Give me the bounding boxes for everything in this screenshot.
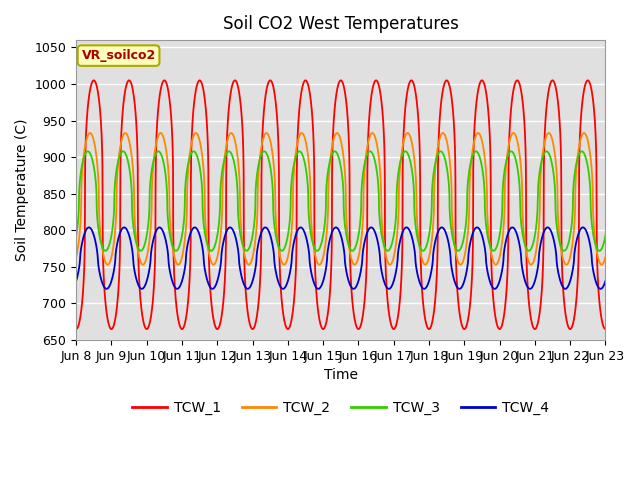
TCW_4 xyxy=(602,278,609,284)
X-axis label: Time: Time xyxy=(324,368,358,383)
TCW_1 xyxy=(534,320,542,325)
TCW_3 xyxy=(132,241,140,247)
TCW_4 xyxy=(72,278,80,284)
TCW_3 xyxy=(560,248,568,254)
Line: TCW_3: TCW_3 xyxy=(76,151,605,251)
TCW_3 xyxy=(534,186,542,192)
TCW_3 xyxy=(72,233,80,239)
TCW_4 xyxy=(276,282,284,288)
TCW_1 xyxy=(275,231,283,237)
TCW_4 xyxy=(226,225,234,230)
TCW_1 xyxy=(584,77,591,83)
TCW_1 xyxy=(72,326,80,332)
TCW_2 xyxy=(602,254,609,260)
TCW_2 xyxy=(164,162,172,168)
TCW_2 xyxy=(591,240,599,245)
Title: Soil CO2 West Temperatures: Soil CO2 West Temperatures xyxy=(223,15,459,33)
TCW_4 xyxy=(209,286,216,292)
Line: TCW_2: TCW_2 xyxy=(76,133,605,264)
TCW_3 xyxy=(298,151,306,157)
TCW_2 xyxy=(534,230,542,236)
Line: TCW_1: TCW_1 xyxy=(76,80,605,329)
Legend: TCW_1, TCW_2, TCW_3, TCW_4: TCW_1, TCW_2, TCW_3, TCW_4 xyxy=(127,395,555,420)
TCW_3 xyxy=(602,233,609,239)
TCW_4 xyxy=(164,250,172,256)
TCW_3 xyxy=(543,148,550,154)
TCW_1 xyxy=(132,124,140,130)
TCW_2 xyxy=(404,130,412,136)
TCW_3 xyxy=(591,241,599,247)
TCW_2 xyxy=(275,248,283,254)
TCW_1 xyxy=(164,86,172,92)
TCW_4 xyxy=(591,277,599,283)
TCW_2 xyxy=(72,254,80,260)
Text: VR_soilco2: VR_soilco2 xyxy=(81,49,156,62)
TCW_3 xyxy=(275,245,283,251)
TCW_2 xyxy=(421,262,429,267)
TCW_4 xyxy=(132,276,140,282)
TCW_2 xyxy=(132,238,140,244)
TCW_1 xyxy=(591,124,599,130)
TCW_1 xyxy=(298,85,306,91)
Y-axis label: Soil Temperature (C): Soil Temperature (C) xyxy=(15,119,29,261)
TCW_4 xyxy=(534,261,542,266)
TCW_4 xyxy=(299,226,307,231)
TCW_2 xyxy=(298,130,306,136)
TCW_3 xyxy=(164,216,172,222)
TCW_1 xyxy=(602,326,609,332)
Line: TCW_4: TCW_4 xyxy=(76,228,605,289)
